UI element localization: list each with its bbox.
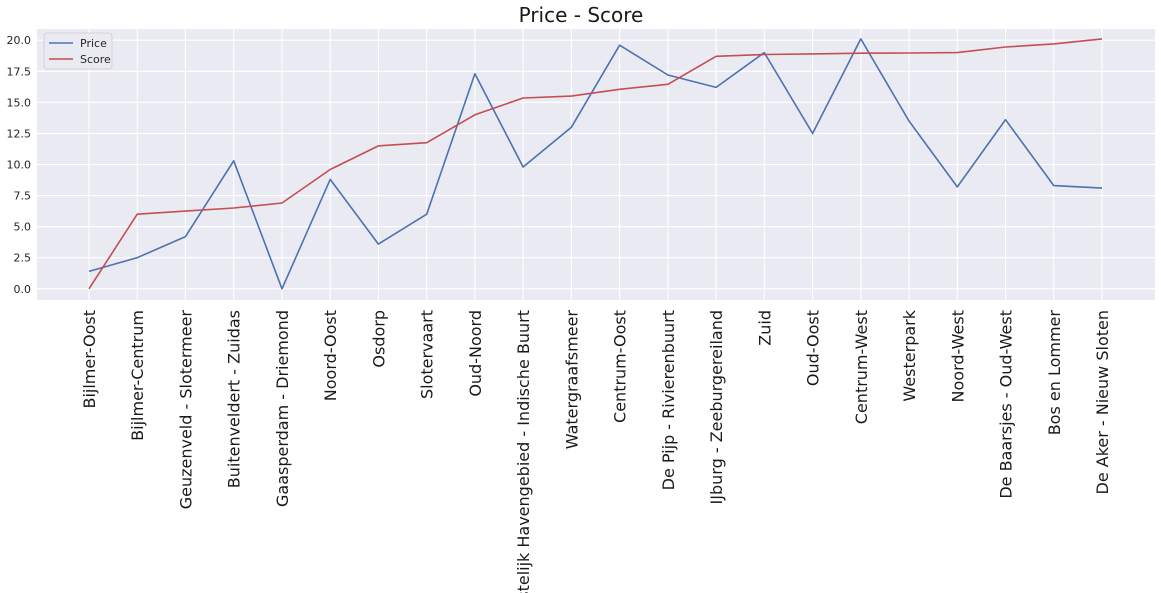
x-tick-label: Zuid <box>755 310 774 346</box>
x-tick-label: Bos en Lommer <box>1045 310 1064 436</box>
y-tick-label: 17.5 <box>7 65 32 78</box>
y-tick-label: 12.5 <box>7 127 32 140</box>
x-tick-label: Noord-Oost <box>321 310 340 401</box>
series-line-price <box>88 38 1103 290</box>
x-tick-label: Westerpark <box>900 309 919 401</box>
y-tick-label: 5.0 <box>14 221 32 234</box>
x-tick-label: Bijlmer-Centrum <box>128 310 147 441</box>
y-tick-label: 10.0 <box>7 159 32 172</box>
y-tick-label: 0.0 <box>14 283 32 296</box>
x-tick-label: Centrum-West <box>852 310 871 424</box>
x-tick-label: De Aker - Nieuw Sloten <box>1093 310 1112 494</box>
legend: Price Score <box>43 32 113 70</box>
x-tick-label: De Pijp - Rivierenbuurt <box>659 310 678 490</box>
x-tick-label: Oostelijk Havengebied - Indische Buurt <box>514 310 533 593</box>
x-tick-label: Osdorp <box>369 310 388 368</box>
x-tick-label: De Baarsjes - Oud-West <box>997 310 1016 499</box>
x-tick-labels: Bijlmer-Oost Bijlmer-Centrum Geuzenveld - … <box>80 309 1112 593</box>
legend-label-score: Score <box>80 53 111 66</box>
x-tick-label: Slotervaart <box>418 310 437 399</box>
legend-label-price: Price <box>80 37 107 50</box>
x-tick-label: Geuzenveld - Slotermeer <box>176 310 195 510</box>
series-lines <box>88 38 1103 290</box>
series-line-score <box>88 38 1103 290</box>
x-tick-label: Centrum-Oost <box>611 310 630 423</box>
x-tick-label: Bijlmer-Oost <box>80 310 99 409</box>
legend-box <box>43 32 113 70</box>
x-tick-label: IJburg - Zeeburgereiland <box>707 310 726 504</box>
grid-lines <box>37 29 1155 300</box>
y-tick-labels: 0.0 2.5 5.0 7.5 10.0 12.5 15.0 17.5 20.0 <box>7 34 32 296</box>
x-tick-label: Noord-West <box>948 310 967 402</box>
y-tick-label: 7.5 <box>14 190 32 203</box>
y-tick-label: 2.5 <box>14 252 32 265</box>
y-tick-label: 15.0 <box>7 96 32 109</box>
chart-title: Price - Score <box>519 3 644 27</box>
y-tick-label: 20.0 <box>7 34 32 47</box>
x-tick-label: Oud-Oost <box>804 310 823 386</box>
x-tick-label: Buitenveldert - Zuidas <box>225 310 244 488</box>
x-tick-label: Gaasperdam - Driemond <box>273 310 292 507</box>
x-tick-label: Watergraafsmeer <box>562 310 581 450</box>
x-tick-label: Oud-Noord <box>466 310 485 397</box>
